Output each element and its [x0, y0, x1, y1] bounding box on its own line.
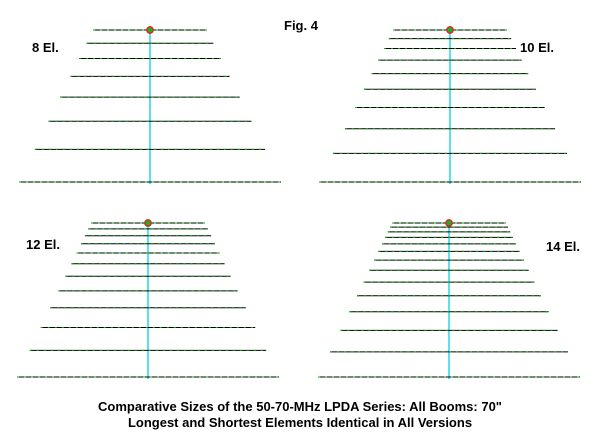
lpda-panel-14-elements — [318, 219, 580, 379]
caption-line-2: Longest and Shortest Elements Identical … — [127, 415, 473, 430]
feedpoint-marker — [144, 219, 152, 227]
panel-label-8-elements: 8 El. — [32, 40, 59, 55]
feedpoint-marker — [146, 26, 154, 34]
caption-line-1: Comparative Sizes of the 50-70-MHz LPDA … — [98, 399, 502, 414]
lpda-panel-8-elements — [19, 26, 281, 184]
feedpoint-marker — [446, 26, 454, 34]
panel-label-12-elements: 12 El. — [26, 237, 60, 252]
panel-label-14-elements: 14 El. — [546, 239, 580, 254]
panels-layer — [17, 26, 581, 379]
feedpoint-marker — [445, 219, 453, 227]
panel-label-10-elements: 10 El. — [520, 40, 554, 55]
lpda-panel-10-elements — [319, 26, 581, 184]
figure-title: Fig. 4 — [284, 18, 318, 33]
lpda-panel-12-elements — [17, 219, 279, 379]
